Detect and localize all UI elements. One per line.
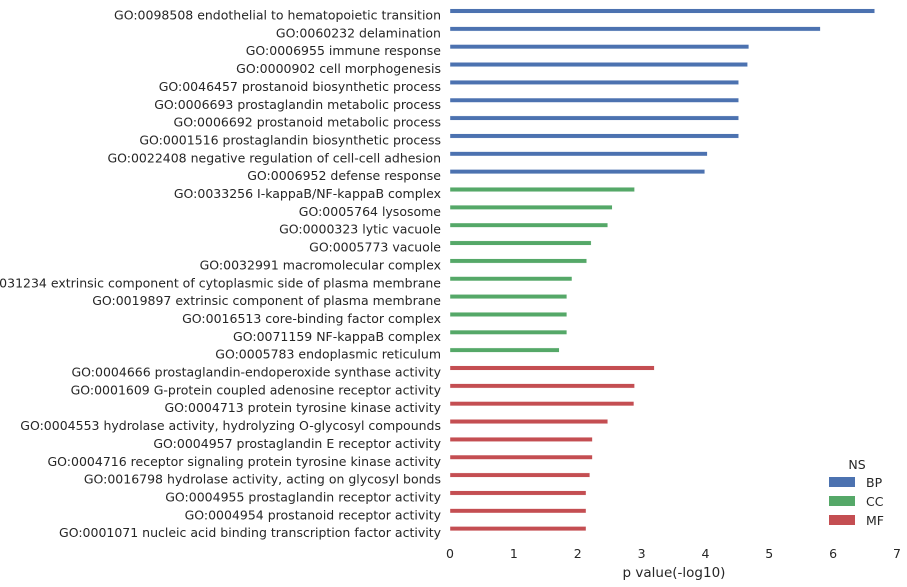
- category-label: GO:0004955 prostaglandin receptor activi…: [165, 489, 441, 504]
- bar: [449, 276, 573, 282]
- category-label: GO:0004716 receptor signaling protein ty…: [48, 454, 442, 469]
- x-tick-label: 3: [638, 546, 646, 561]
- bar: [449, 151, 708, 157]
- bar: [449, 490, 587, 496]
- bar: [449, 240, 592, 246]
- category-label: GO:0004666 prostaglandin-endoperoxide sy…: [72, 365, 442, 380]
- legend: NS BP CC MF: [829, 457, 884, 528]
- bar: [449, 79, 739, 85]
- legend-label: CC: [866, 494, 884, 509]
- x-axis-label: p value(-log10): [623, 565, 726, 581]
- legend-swatch: [829, 515, 855, 525]
- legend-label: MF: [866, 513, 884, 528]
- category-label: GO:0033256 I-kappaB/NF-kappaB complex: [174, 186, 441, 201]
- bar: [449, 44, 750, 50]
- x-tick-label: 4: [701, 546, 709, 561]
- legend-swatch: [829, 477, 855, 487]
- bar: [449, 365, 655, 371]
- bar: [449, 347, 560, 353]
- bar: [449, 419, 608, 424]
- category-label: GO:0001071 nucleic acid binding transcri…: [59, 525, 442, 540]
- category-label: GO:0006693 prostaglandin metabolic proce…: [154, 97, 441, 112]
- category-label: GO:0005773 vacuole: [309, 240, 441, 255]
- category-label: GO:0004957 prostaglandin E receptor acti…: [153, 436, 441, 451]
- category-label: GO:0016798 hydrolase activity, acting on…: [84, 472, 441, 487]
- category-label: GO:0046457 prostanoid biosynthetic proce…: [159, 79, 441, 94]
- bar: [449, 62, 748, 67]
- category-label: GO:0019897 extrinsic component of plasma…: [92, 293, 441, 308]
- legend-label: BP: [866, 475, 883, 490]
- bar: [449, 383, 635, 389]
- legend-swatch: [829, 496, 855, 506]
- category-label: GO:0005783 endoplasmic reticulum: [215, 347, 441, 362]
- x-tick-label: 0: [446, 546, 454, 561]
- bar: [449, 26, 821, 32]
- category-label: GO:0022408 negative regulation of cell-c…: [107, 150, 441, 165]
- category-label: GO:0006692 prostanoid metabolic process: [174, 115, 441, 130]
- bar: [449, 454, 593, 460]
- category-label: GO:0004954 prostanoid receptor activity: [185, 507, 442, 522]
- bar: [449, 187, 635, 192]
- bar: [449, 329, 568, 335]
- category-label: GO:0000902 cell morphogenesis: [236, 61, 441, 76]
- bar: [449, 294, 568, 299]
- bar: [449, 115, 739, 121]
- bar: [449, 204, 613, 210]
- bar: [449, 222, 608, 228]
- x-tick-label: 5: [765, 546, 773, 561]
- bar: [449, 8, 875, 14]
- bar: [449, 472, 591, 478]
- x-tick-label: 7: [893, 546, 901, 561]
- category-label: GO:0031234 extrinsic component of cytopl…: [0, 275, 441, 290]
- category-label: GO:0001609 G-protein coupled adenosine r…: [71, 382, 442, 397]
- category-label: GO:0098508 endothelial to hematopoietic …: [114, 8, 441, 23]
- category-label: GO:0060232 delamination: [276, 25, 441, 40]
- category-label: GO:0005764 lysosome: [299, 204, 442, 219]
- bars: [449, 8, 875, 532]
- x-tick-label: 2: [574, 546, 582, 561]
- bar: [449, 508, 587, 514]
- x-tick-label: 6: [829, 546, 837, 561]
- bar: [449, 401, 635, 407]
- category-labels: GO:0098508 endothelial to hematopoietic …: [0, 8, 442, 541]
- category-label: GO:0001516 prostaglandin biosynthetic pr…: [139, 132, 441, 147]
- category-label: GO:0032991 macromolecular complex: [200, 257, 441, 272]
- category-label: GO:0000323 lytic vacuole: [279, 222, 441, 237]
- bar: [449, 312, 568, 317]
- category-label: GO:0016513 core-binding factor complex: [182, 311, 441, 326]
- category-label: GO:0006955 immune response: [246, 43, 442, 58]
- bar: [449, 133, 739, 139]
- bar: [449, 169, 705, 175]
- bar: [449, 258, 587, 264]
- category-label: GO:0004553 hydrolase activity, hydrolyzi…: [20, 418, 441, 433]
- category-label: GO:0071159 NF-kappaB complex: [233, 329, 441, 344]
- bar: [449, 437, 593, 442]
- x-tick-label: 1: [510, 546, 518, 561]
- bar: [449, 97, 739, 103]
- x-axis-ticks: 0 1 2 3 4 5 6 7: [446, 546, 901, 561]
- bar: [449, 526, 587, 532]
- legend-title: NS: [848, 457, 865, 472]
- category-label: GO:0006952 defense response: [247, 168, 441, 183]
- category-label: GO:0004713 protein tyrosine kinase activ…: [165, 400, 442, 415]
